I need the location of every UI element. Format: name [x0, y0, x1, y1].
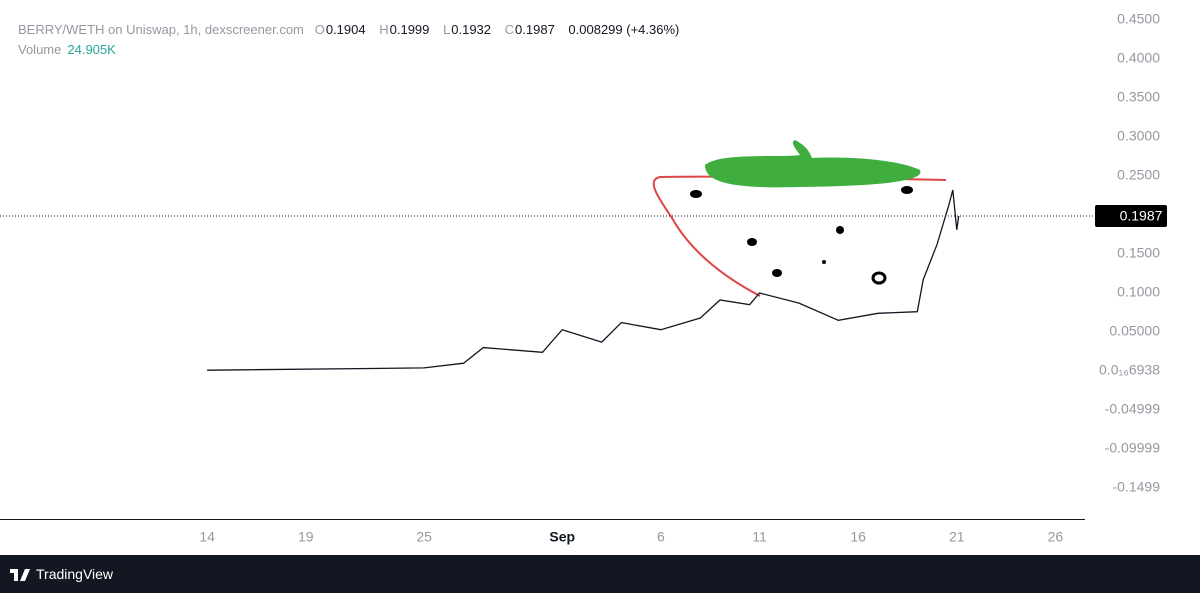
x-tick-label: 19 — [298, 529, 314, 545]
pair: BERRY/WETH on Uniswap, 1h, dexscreener.c… — [18, 22, 304, 37]
x-tick-label: 11 — [752, 529, 767, 545]
chart: 0.4500 0.4000 0.3500 0.3000 0.2500 0.1500 0.10… — [0, 11, 1167, 545]
last-price-label: 0.1987 — [1120, 208, 1163, 224]
price-line — [207, 189, 960, 371]
y-tick-label: 0.3500 — [1117, 89, 1160, 105]
y-tick-label: 0.1000 — [1117, 284, 1160, 300]
legend: BERRY/WETH on Uniswap, 1h, dexscreener.c… — [18, 20, 689, 60]
x-tick-label: 26 — [1048, 529, 1064, 545]
x-tick-label: 21 — [949, 529, 965, 545]
ohlc-value: 0.1987 — [515, 22, 555, 37]
y-tick-label: -0.04999 — [1105, 401, 1160, 417]
ohlc-value: 0.1999 — [389, 22, 430, 37]
ohlc-key: L — [443, 22, 451, 37]
x-tick-label: Sep — [549, 529, 575, 545]
y-tick-label: 0.0₁₆6938 — [1099, 362, 1160, 378]
x-tick-label: 25 — [416, 529, 432, 545]
volume-value: 24.905K — [67, 42, 116, 57]
y-tick-label: 0.3000 — [1117, 128, 1160, 144]
ohlc-key: O — [314, 22, 325, 37]
ohlc-value: 0.1932 — [451, 22, 492, 37]
y-tick-label: 0.2500 — [1117, 167, 1160, 183]
footer: TradingView — [0, 555, 1200, 593]
ohlc-key: H — [379, 22, 389, 37]
ohlc-value: 0.1904 — [325, 22, 366, 37]
logo — [10, 569, 30, 581]
volume-label: Volume — [18, 42, 62, 57]
x-tick-label: 6 — [657, 529, 665, 545]
y-tick-label: -0.1499 — [1113, 479, 1161, 495]
y-tick-label: 0.4500 — [1117, 11, 1160, 27]
y-tick-label: -0.09999 — [1105, 440, 1160, 456]
y-tick-label: 0.05000 — [1109, 323, 1160, 339]
change: 0.008299 (+4.36%) — [568, 22, 680, 37]
last-price-box — [1095, 205, 1167, 228]
y-tick-label: 0.4000 — [1117, 50, 1160, 66]
x-tick-label: 14 — [199, 529, 215, 545]
brand: TradingView — [36, 566, 114, 582]
y-tick-label: 0.1500 — [1117, 245, 1160, 261]
drawing — [652, 140, 947, 297]
ohlc-key: C — [504, 22, 515, 37]
x-tick-label: 16 — [850, 529, 866, 545]
